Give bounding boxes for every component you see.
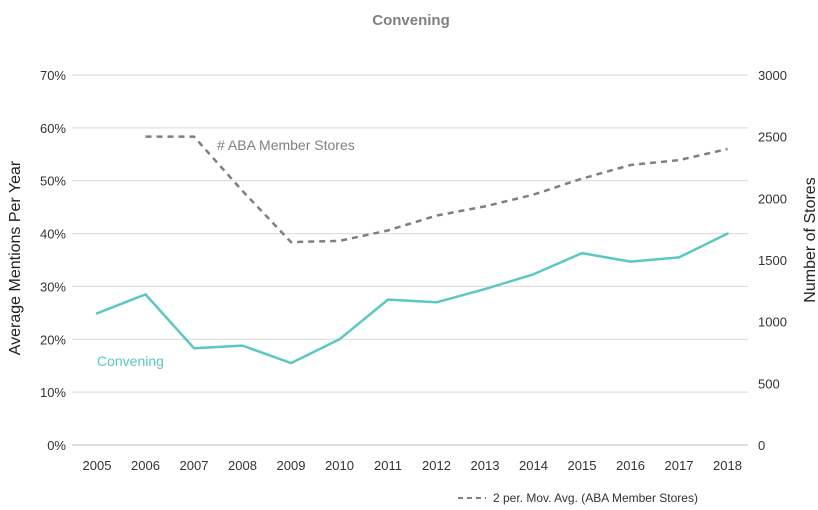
legend: 2 per. Mov. Avg. (ABA Member Stores) <box>458 491 698 505</box>
x-axis: 2005 2006 2007 2008 2009 2010 2011 2012 2013 2014… <box>83 458 742 473</box>
x-tick-label: 2012 <box>422 458 451 473</box>
y-axis-title: Average Mentions Per Year <box>7 160 24 355</box>
x-tick-label: 2005 <box>83 458 112 473</box>
y-tick-label: 50% <box>40 174 66 189</box>
y-tick-label: 30% <box>40 279 66 294</box>
x-tick-label: 2009 <box>277 458 306 473</box>
y2-tick-label: 3000 <box>758 68 787 83</box>
x-tick-label: 2006 <box>131 458 160 473</box>
y2-tick-label: 2000 <box>758 191 787 206</box>
legend-label-stores: 2 per. Mov. Avg. (ABA Member Stores) <box>493 491 698 505</box>
x-tick-label: 2011 <box>374 458 402 473</box>
x-tick-label: 2016 <box>616 458 645 473</box>
series <box>95 135 729 365</box>
y-tick-label: 0% <box>47 438 66 453</box>
series-label-stores: # ABA Member Stores <box>217 137 355 153</box>
y2-tick-label: 0 <box>758 438 765 453</box>
chart-title: Convening <box>372 12 450 29</box>
y-tick-label: 20% <box>40 332 66 347</box>
y2-axis-title: Number of Stores <box>802 177 818 302</box>
x-tick-label: 2010 <box>325 458 354 473</box>
y-tick-label: 60% <box>40 121 66 136</box>
series-line-convening <box>95 232 729 365</box>
x-tick-label: 2014 <box>519 458 548 473</box>
y2-tick-label: 500 <box>758 376 780 391</box>
y-tick-label: 10% <box>40 385 66 400</box>
right-axis: 0 500 1000 1500 2000 2500 3000 <box>758 68 787 453</box>
y-tick-label: 40% <box>40 227 66 242</box>
x-tick-label: 2007 <box>180 458 209 473</box>
y2-tick-label: 1500 <box>758 253 787 268</box>
series-label-convening: Convening <box>97 353 164 369</box>
series-line-stores <box>145 135 728 244</box>
x-tick-label: 2018 <box>713 458 742 473</box>
x-tick-label: 2015 <box>568 458 597 473</box>
x-tick-label: 2013 <box>471 458 500 473</box>
y2-tick-label: 2500 <box>758 130 787 145</box>
x-tick-label: 2017 <box>665 458 694 473</box>
x-tick-label: 2008 <box>228 458 257 473</box>
y-tick-label: 70% <box>40 68 66 83</box>
left-axis: 0% 10% 20% 30% 40% 50% 60% 70% <box>40 68 66 453</box>
y2-tick-label: 1000 <box>758 315 787 330</box>
